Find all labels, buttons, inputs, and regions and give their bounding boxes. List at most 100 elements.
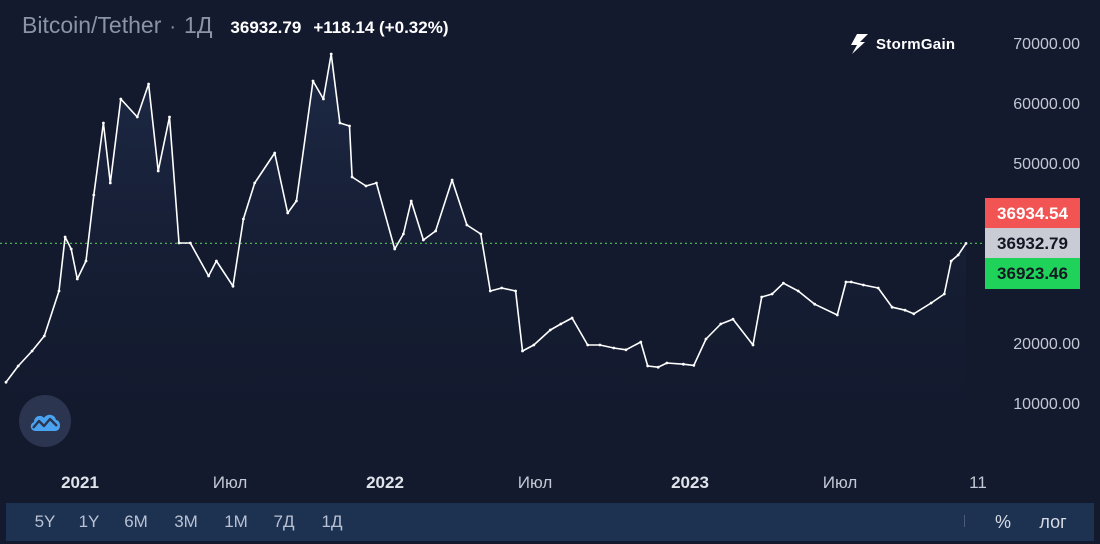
price-point [16, 364, 20, 368]
price-point [168, 115, 171, 119]
price-point [559, 322, 563, 326]
price-point [409, 199, 413, 203]
range-3m-button[interactable]: 3M [174, 512, 198, 531]
price-point [964, 242, 968, 245]
chart-header: Bitcoin/Tether · 1Д 36932.79 +118.14 (+0… [22, 12, 448, 39]
price-point [108, 181, 112, 185]
price-point [665, 361, 669, 365]
price-point [286, 211, 290, 215]
interval-label[interactable]: 1Д [184, 12, 213, 38]
range-7d-button[interactable]: 7Д [273, 512, 295, 531]
price-point [188, 241, 192, 245]
price-point [57, 289, 61, 293]
price-point [532, 343, 536, 347]
price-point [770, 292, 774, 296]
price-point [929, 301, 933, 305]
price-point [942, 292, 946, 296]
price-point [849, 280, 853, 284]
price-point [434, 229, 437, 233]
price-point [393, 247, 397, 251]
price-point [682, 362, 685, 366]
price-point [862, 283, 865, 287]
symbol-title[interactable]: Bitcoin/Tether [22, 12, 162, 38]
current-price: 36932.79 [230, 18, 302, 37]
price-point [646, 364, 650, 368]
price-point [521, 349, 524, 353]
price-point [375, 181, 378, 185]
range-1m-button[interactable]: 1M [224, 512, 248, 531]
log-scale-button[interactable]: лог [1039, 512, 1067, 532]
price-point [119, 97, 123, 101]
price-point [215, 259, 218, 263]
price-point [912, 312, 916, 316]
price-point [75, 277, 79, 281]
price-point [876, 286, 880, 290]
price-point [364, 184, 368, 188]
price-point [156, 169, 160, 173]
price-point [500, 286, 504, 290]
x-tick-label: 11 [969, 473, 987, 492]
title-separator: · [169, 16, 177, 38]
price-point [639, 340, 643, 344]
y-tick-label: 20000.00 [1013, 336, 1080, 353]
x-tick-label: 2023 [671, 473, 709, 492]
percent-scale-button[interactable]: % [994, 512, 1012, 532]
ask-price-badge: 36934.54 [985, 198, 1080, 229]
price-point [570, 316, 574, 320]
price-point [488, 289, 492, 293]
price-point [135, 115, 139, 119]
price-point [329, 52, 333, 56]
price-point [465, 223, 469, 227]
price-point [548, 328, 552, 332]
price-point [4, 380, 8, 384]
price-point [624, 348, 628, 352]
price-point [612, 346, 616, 350]
price-point [479, 232, 483, 236]
y-tick-label: 10000.00 [1013, 396, 1080, 413]
price-point [890, 305, 894, 309]
price-point [813, 302, 817, 306]
toolbar-divider [964, 515, 965, 527]
last-price-badge: 36932.79 [985, 228, 1080, 259]
price-point [84, 259, 88, 263]
y-tick-label: 70000.00 [1013, 36, 1080, 53]
price-point [207, 274, 211, 278]
price-point [692, 364, 696, 367]
range-1y-button[interactable]: 1Y [78, 512, 100, 531]
range-6m-button[interactable]: 6M [124, 512, 148, 531]
price-point [949, 259, 953, 263]
price-point [322, 97, 325, 101]
y-tick-label: 60000.00 [1013, 96, 1080, 113]
price-point [903, 308, 907, 312]
price-point [956, 253, 960, 257]
x-tick-label: Июл [517, 473, 553, 492]
x-tick-label: Июл [212, 473, 248, 492]
x-tick-label: 2022 [366, 473, 404, 492]
price-point [177, 241, 181, 245]
tradingview-logo-button[interactable] [19, 395, 71, 447]
price-point [311, 79, 315, 83]
price-point [422, 238, 425, 242]
price-point [751, 343, 755, 347]
price-point [273, 151, 277, 155]
x-tick-label: Июл [822, 473, 858, 492]
price-point [796, 289, 800, 293]
cloud-chart-icon [30, 414, 60, 431]
price-change: +118.14 (+0.32%) [313, 18, 449, 37]
price-point [731, 317, 735, 321]
price-point [295, 199, 298, 203]
price-point [253, 181, 257, 185]
price-point [586, 343, 590, 347]
y-tick-label: 50000.00 [1013, 156, 1080, 173]
price-point [450, 178, 454, 182]
price-point [350, 175, 354, 179]
price-point [231, 284, 235, 288]
range-5y-button[interactable]: 5Y [34, 512, 56, 531]
price-point [719, 322, 723, 326]
bottom-toolbar: 5Y 1Y 6M 3M 1M 7Д 1Д % лог [6, 503, 1094, 541]
range-1d-button[interactable]: 1Д [321, 512, 343, 531]
price-point [598, 343, 602, 347]
price-point [402, 232, 405, 236]
